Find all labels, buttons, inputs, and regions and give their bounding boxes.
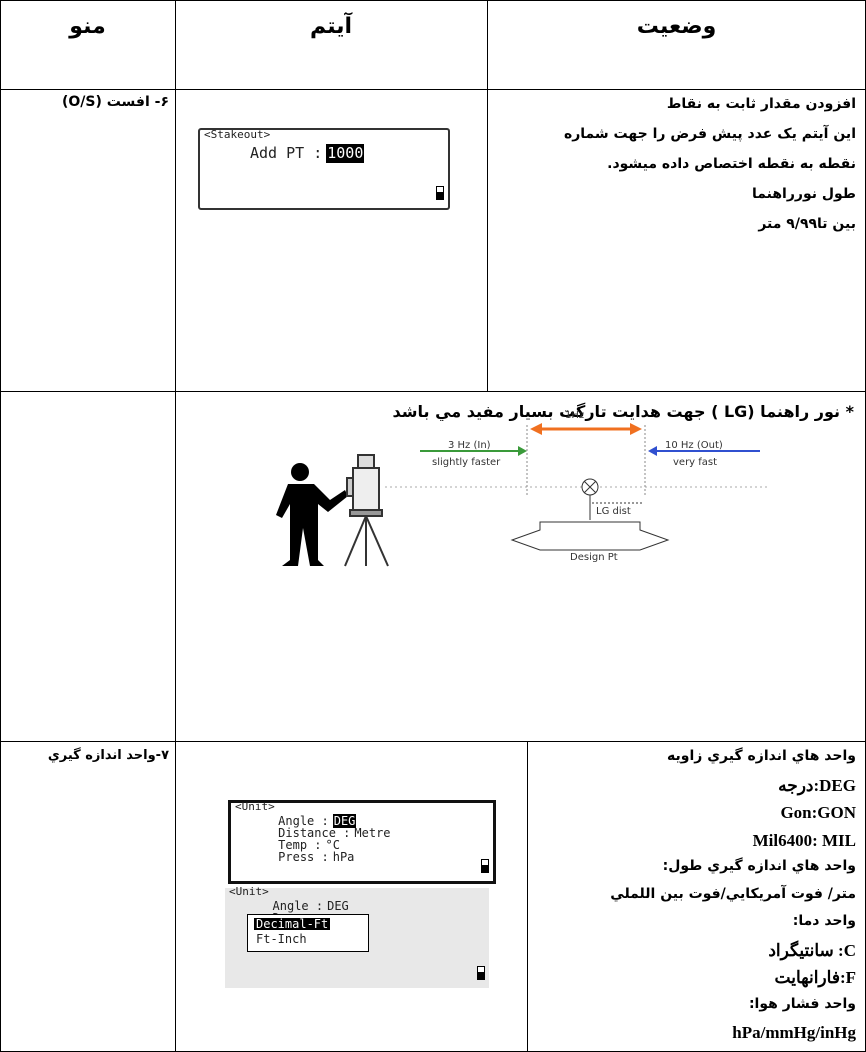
battery-icon xyxy=(477,966,485,980)
note: * نور راهنما (LG ) جهت هدایت تارگت بسيار… xyxy=(392,402,855,421)
design-point-shape xyxy=(510,521,670,551)
option: Decimal-Ft xyxy=(254,917,331,931)
diagram-label: 1Hz xyxy=(565,410,585,421)
status-line: C: سانتيگراد xyxy=(768,940,856,960)
screen-label: Press : xyxy=(278,850,329,864)
screen-title: <Unit> xyxy=(229,885,269,898)
status-line: بین تا۹/۹۹ متر xyxy=(758,216,856,232)
status-line: متر/ فوت آمريکايي/فوت بين اللملي xyxy=(610,885,856,902)
status-line: واحد هاي اندازه گيري طول: xyxy=(662,858,856,874)
screen-row: Distance : Metre xyxy=(278,827,390,839)
status-line: واحد دما: xyxy=(792,913,856,929)
screen-value: °C xyxy=(325,838,340,852)
arrow-head xyxy=(530,423,642,435)
option: Ft-Inch xyxy=(256,932,307,946)
screen-row: Angle : DEG xyxy=(278,814,357,828)
instrument-icon xyxy=(344,454,389,567)
table-border xyxy=(0,0,866,1)
table-border xyxy=(0,391,866,392)
header-cell: منو xyxy=(69,14,106,39)
status-line: واحد هاي اندازه گيري زاويه xyxy=(667,748,856,764)
diagram-label: Design Pt xyxy=(570,552,618,563)
screen-value: DEG xyxy=(327,899,349,913)
status-line: DEG:درجه xyxy=(778,775,856,795)
arrow-head xyxy=(648,446,657,456)
screen-row: Temp : °C xyxy=(278,839,340,851)
arrow-head xyxy=(518,446,527,456)
table-border xyxy=(0,0,1,1052)
screen-row: Add PT :1000 xyxy=(250,144,365,163)
diagram-label: LG dist xyxy=(596,506,631,517)
person-icon xyxy=(276,463,348,566)
status-line: طول نورراهنما xyxy=(751,186,856,202)
battery-icon xyxy=(436,186,444,200)
battery-icon xyxy=(481,859,489,873)
header-cell: آیتم xyxy=(309,14,353,39)
prism-icon xyxy=(583,480,597,494)
diagram-label: 10 Hz (Out) xyxy=(665,440,723,451)
diagram-label: slightly faster xyxy=(432,457,501,468)
table-border xyxy=(175,0,176,1052)
status-line: F:فارانهايت xyxy=(774,968,856,987)
table-border xyxy=(0,741,866,742)
screen-value: Metre xyxy=(354,826,391,840)
table-border xyxy=(527,742,528,1052)
screen-value: hPa xyxy=(332,850,355,864)
screen-value: DEG xyxy=(332,814,357,828)
screen-label: Add PT : xyxy=(250,144,323,162)
option-popup: Decimal-Ft Ft-Inch xyxy=(247,914,369,952)
status-line: Mil6400: MIL xyxy=(752,830,856,850)
diagram-label: 3 Hz (In) xyxy=(448,440,491,451)
prism-icon xyxy=(581,478,599,496)
device-screen: <Unit> Angle : DEG Distance : Metre Temp : °C P… xyxy=(228,800,496,884)
menu-label: ۶- افست (O/S) xyxy=(61,94,169,110)
diagram-label: very fast xyxy=(673,457,718,468)
table-border xyxy=(487,0,488,392)
screen-value: 1000 xyxy=(326,144,365,163)
device-screen: <Stakeout> Add PT :1000 xyxy=(198,128,450,210)
status-line: نقطه به نقطه اختصاص داده میشود. xyxy=(607,156,856,172)
header-cell: وضعیت xyxy=(636,14,717,39)
screen-title: <Unit> xyxy=(235,800,275,813)
status-line: افزودن مقدار ثابت به نقاط xyxy=(666,96,856,112)
screen-title: <Stakeout> xyxy=(204,128,271,141)
status-line: واحد فشار هوا: xyxy=(748,995,856,1012)
screen-label: Temp : xyxy=(278,838,322,852)
screen-label: Distance : xyxy=(278,826,351,840)
screen-label: Angle : xyxy=(272,899,324,913)
table-border xyxy=(0,89,866,90)
menu-label: ۷-واحد اندازه گيري xyxy=(47,748,169,763)
screen-label: Angle : xyxy=(278,814,329,828)
status-line: hPa/mmHg/inHg xyxy=(732,1023,856,1042)
status-line: این آیتم یک عدد پیش فرض را جهت شماره xyxy=(563,126,856,142)
screen-row: Angle : DEG xyxy=(273,900,349,912)
screen-row: Press : hPa xyxy=(278,851,354,863)
status-line: Gon:GON xyxy=(780,803,856,822)
